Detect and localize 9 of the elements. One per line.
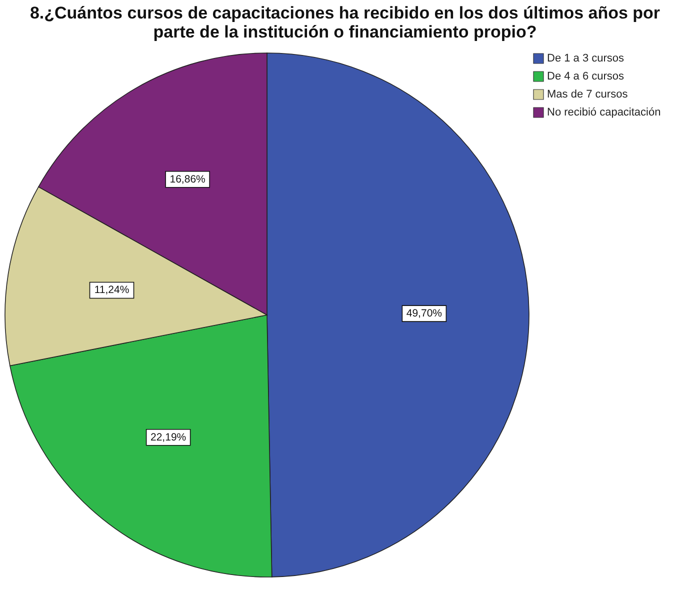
chart-title: 8.¿Cuántos cursos de capacitaciones ha recibido en los dos últimos años por parte de la institución o financiamiento propio? — [30, 3, 660, 42]
legend-label: Mas de 7 cursos — [547, 88, 628, 100]
data-label: 49,70% — [406, 308, 442, 320]
legend-label: De 1 a 3 cursos — [547, 52, 625, 64]
legend-label: De 4 a 6 cursos — [547, 70, 625, 82]
data-label: 11,24% — [94, 284, 130, 296]
data-label: 22,19% — [150, 431, 186, 444]
legend-label: No recibió capacitación — [547, 106, 661, 118]
data-label: 16,86% — [170, 173, 206, 186]
